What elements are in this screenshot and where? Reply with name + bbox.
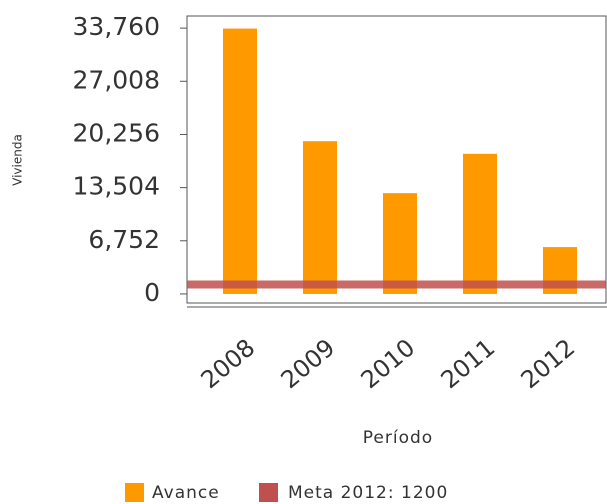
legend-label: Meta 2012: 1200 — [288, 483, 448, 503]
x-tick-label: 2008 — [196, 334, 261, 395]
bar — [223, 28, 257, 294]
legend-swatch — [259, 483, 278, 502]
legend-swatch — [125, 483, 144, 502]
y-axis-label: Vivienda — [11, 134, 25, 186]
y-tick-label: 33,760 — [73, 12, 160, 41]
bar — [303, 141, 337, 294]
y-tick-label: 13,504 — [73, 172, 160, 201]
y-tick-label: 27,008 — [73, 65, 160, 94]
legend-label: Avance — [152, 483, 220, 503]
x-tick-label: 2011 — [436, 334, 501, 395]
y-tick-label: 6,752 — [88, 225, 160, 254]
y-tick-label: 0 — [144, 278, 160, 307]
y-tick-label: 20,256 — [73, 118, 160, 147]
x-tick-label: 2010 — [356, 334, 421, 395]
bar — [383, 193, 417, 294]
x-tick-label: 2009 — [276, 334, 341, 395]
plot-frame — [186, 15, 607, 304]
x-axis-label: Período — [363, 428, 433, 448]
x-tick-label: 2012 — [516, 334, 581, 395]
bar — [463, 153, 497, 294]
